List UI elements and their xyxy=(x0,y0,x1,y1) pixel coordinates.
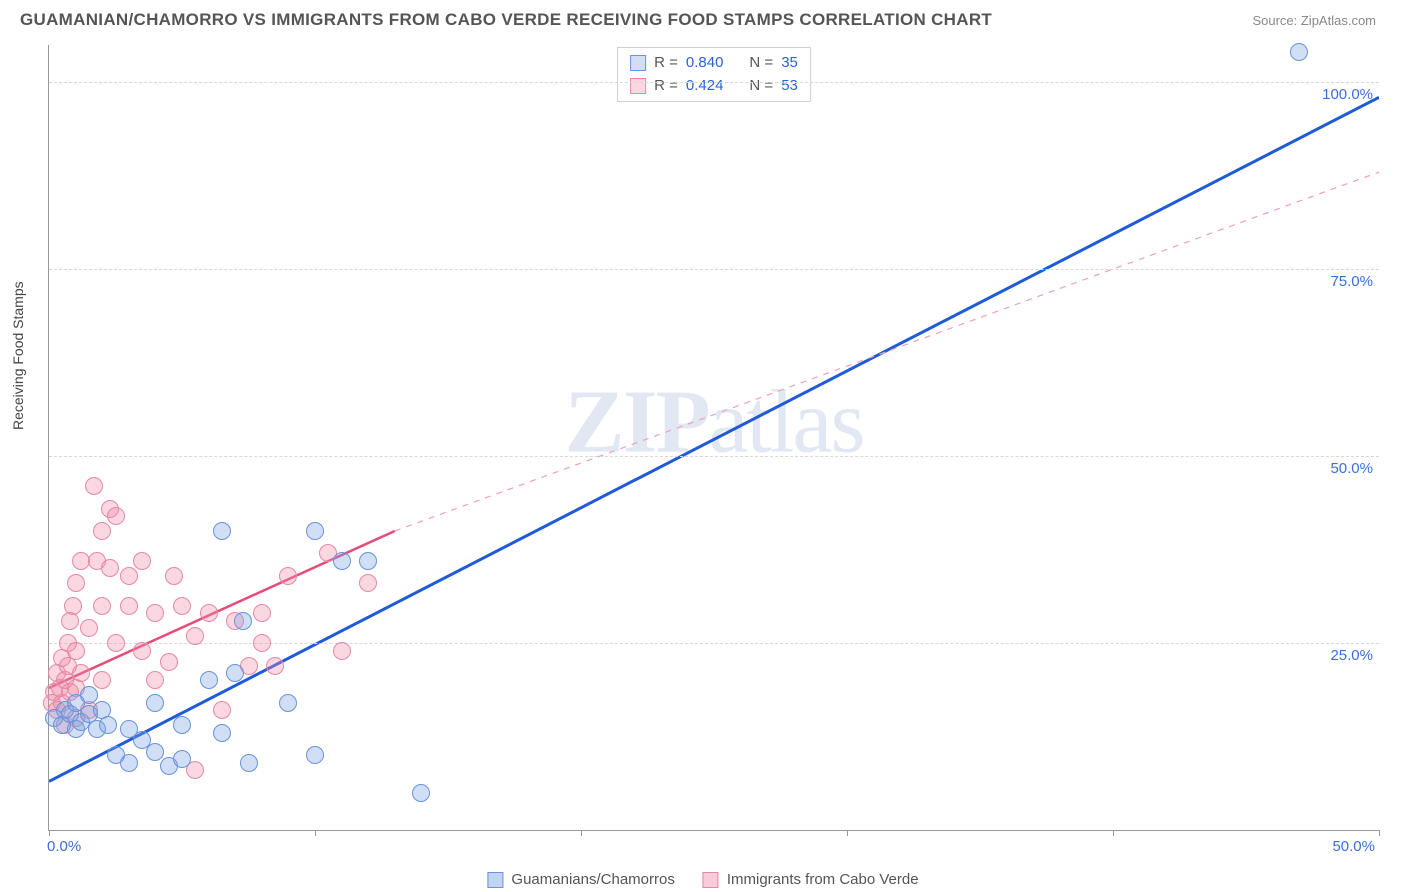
legend-swatch xyxy=(703,872,719,888)
data-point xyxy=(412,784,430,802)
data-point xyxy=(120,754,138,772)
data-point xyxy=(253,634,271,652)
legend-item: Immigrants from Cabo Verde xyxy=(703,871,919,888)
data-point xyxy=(200,604,218,622)
legend-label: Guamanians/Chamorros xyxy=(511,871,674,888)
data-point xyxy=(146,743,164,761)
data-point xyxy=(213,724,231,742)
x-tick xyxy=(49,830,50,836)
series-legend: Guamanians/Chamorros Immigrants from Cabo… xyxy=(487,871,918,888)
legend-swatch xyxy=(630,55,646,71)
data-point xyxy=(226,664,244,682)
data-point xyxy=(133,552,151,570)
y-tick-label: 50.0% xyxy=(1330,460,1373,477)
data-point xyxy=(266,657,284,675)
data-point xyxy=(120,567,138,585)
legend-swatch xyxy=(630,78,646,94)
data-point xyxy=(173,716,191,734)
data-point xyxy=(234,612,252,630)
x-tick-label: 50.0% xyxy=(1332,838,1375,855)
data-point xyxy=(253,604,271,622)
legend-r-value: 0.424 xyxy=(686,75,724,98)
data-point xyxy=(93,671,111,689)
data-point xyxy=(186,627,204,645)
data-point xyxy=(173,597,191,615)
data-point xyxy=(67,642,85,660)
gridline xyxy=(49,269,1379,270)
legend-item: Guamanians/Chamorros xyxy=(487,871,674,888)
y-axis-label: Receiving Food Stamps xyxy=(10,281,26,430)
gridline xyxy=(49,82,1379,83)
chart-header: GUAMANIAN/CHAMORRO VS IMMIGRANTS FROM CA… xyxy=(0,0,1406,30)
data-point xyxy=(93,597,111,615)
y-tick-label: 100.0% xyxy=(1322,86,1373,103)
correlation-legend: R = 0.840 N = 35 R = 0.424 N = 53 xyxy=(617,47,811,102)
chart-title: GUAMANIAN/CHAMORRO VS IMMIGRANTS FROM CA… xyxy=(20,10,992,30)
data-point xyxy=(146,694,164,712)
data-point xyxy=(279,694,297,712)
legend-r-value: 0.840 xyxy=(686,52,724,75)
legend-n-value: 53 xyxy=(781,75,798,98)
x-tick xyxy=(1113,830,1114,836)
x-tick xyxy=(581,830,582,836)
legend-r-label: R = xyxy=(654,75,678,98)
y-tick-label: 25.0% xyxy=(1330,647,1373,664)
data-point xyxy=(200,671,218,689)
x-tick xyxy=(315,830,316,836)
y-tick-label: 75.0% xyxy=(1330,273,1373,290)
source-label: Source: ZipAtlas.com xyxy=(1252,13,1376,28)
watermark-text: ZIPatlas xyxy=(565,370,864,473)
data-point xyxy=(93,522,111,540)
legend-r-label: R = xyxy=(654,52,678,75)
data-point xyxy=(80,619,98,637)
x-tick-label: 0.0% xyxy=(47,838,81,855)
data-point xyxy=(279,567,297,585)
legend-n-label: N = xyxy=(749,75,773,98)
trend-lines xyxy=(49,45,1379,830)
data-point xyxy=(306,522,324,540)
data-point xyxy=(333,642,351,660)
data-point xyxy=(120,597,138,615)
data-point xyxy=(306,746,324,764)
data-point xyxy=(72,664,90,682)
data-point xyxy=(160,653,178,671)
legend-swatch xyxy=(487,872,503,888)
data-point xyxy=(240,754,258,772)
gridline xyxy=(49,643,1379,644)
legend-n-value: 35 xyxy=(781,52,798,75)
data-point xyxy=(213,701,231,719)
x-tick xyxy=(1379,830,1380,836)
gridline xyxy=(49,456,1379,457)
data-point xyxy=(146,671,164,689)
legend-n-label: N = xyxy=(749,52,773,75)
data-point xyxy=(146,604,164,622)
data-point xyxy=(101,559,119,577)
legend-row: R = 0.840 N = 35 xyxy=(630,52,798,75)
data-point xyxy=(165,567,183,585)
data-point xyxy=(99,716,117,734)
scatter-chart: ZIPatlas R = 0.840 N = 35 R = 0.424 N = 53 25.0… xyxy=(48,45,1379,831)
data-point xyxy=(107,507,125,525)
legend-row: R = 0.424 N = 53 xyxy=(630,75,798,98)
data-point xyxy=(133,642,151,660)
x-tick xyxy=(847,830,848,836)
data-point xyxy=(359,574,377,592)
data-point xyxy=(80,686,98,704)
data-point xyxy=(85,477,103,495)
data-point xyxy=(359,552,377,570)
data-point xyxy=(67,574,85,592)
data-point xyxy=(213,522,231,540)
data-point xyxy=(1290,43,1308,61)
legend-label: Immigrants from Cabo Verde xyxy=(727,871,919,888)
data-point xyxy=(64,597,82,615)
data-point xyxy=(107,634,125,652)
data-point xyxy=(173,750,191,768)
data-point xyxy=(333,552,351,570)
